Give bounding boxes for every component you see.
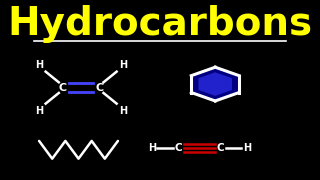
Text: H: H [119,60,127,69]
Text: H: H [119,106,127,116]
Text: H: H [35,60,43,69]
Text: C: C [175,143,182,153]
Text: H: H [243,143,251,153]
Text: C: C [95,83,104,93]
Text: C: C [59,83,67,93]
Text: H: H [35,106,43,116]
Text: Hydrocarbons: Hydrocarbons [7,5,313,43]
Polygon shape [191,67,239,101]
Polygon shape [198,72,232,96]
Text: C: C [217,143,224,153]
Text: H: H [148,143,156,153]
